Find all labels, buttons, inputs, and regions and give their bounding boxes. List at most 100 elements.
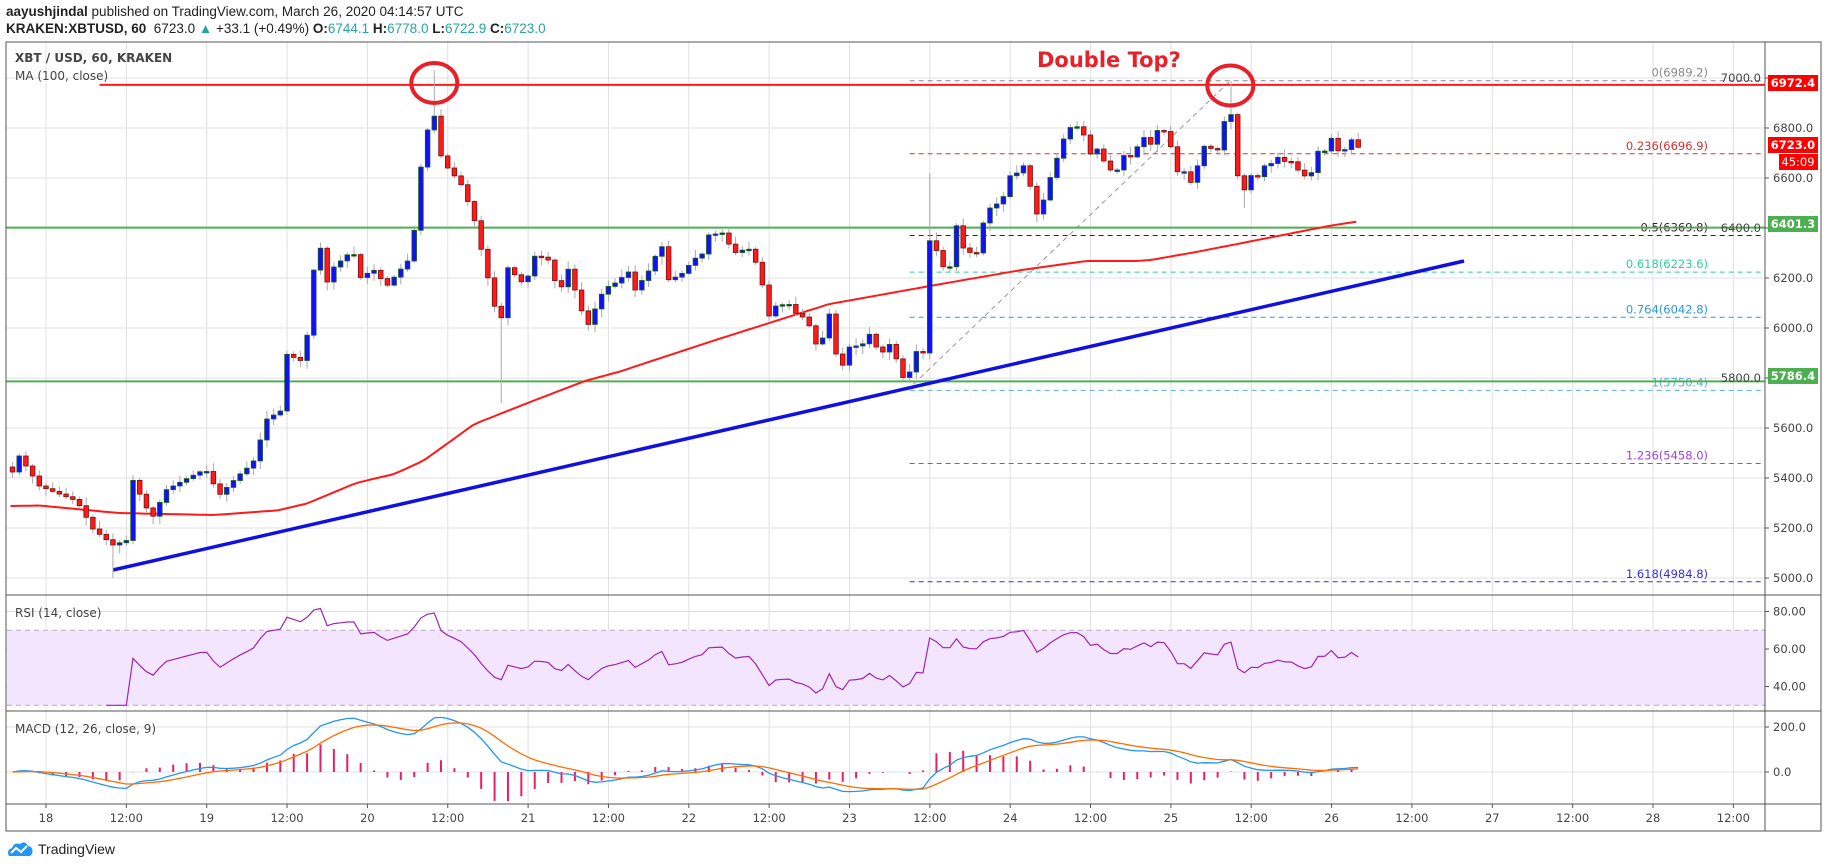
candle-up — [645, 270, 652, 281]
candle-down — [1174, 146, 1181, 173]
fib-swing-line — [906, 80, 1231, 391]
candle-down — [813, 325, 819, 345]
candle-up — [1141, 137, 1147, 148]
candle-down — [9, 466, 16, 473]
candle-down — [465, 184, 471, 202]
candle-up — [853, 345, 859, 348]
candle-down — [451, 167, 458, 177]
close-value: 6723.0 — [504, 21, 546, 36]
up-triangle-icon: ▲ — [198, 21, 213, 36]
candle-up — [1054, 157, 1060, 178]
candle-down — [1127, 155, 1134, 158]
time-tick-label: 27 — [1485, 811, 1500, 825]
candle-down — [967, 247, 973, 253]
tradingview-logo[interactable]: TradingView — [6, 840, 115, 858]
candle-up — [706, 234, 712, 255]
open-value: 6744.1 — [327, 21, 370, 36]
candle-down — [1214, 148, 1221, 151]
candle-up — [337, 260, 344, 268]
candle-down — [96, 528, 103, 535]
candle-up — [987, 207, 993, 224]
candle-up — [1121, 155, 1127, 171]
candle-up — [284, 353, 290, 412]
candle-up — [980, 222, 986, 254]
candle-down — [1027, 165, 1033, 187]
rsi-legend: RSI (14, close) — [15, 606, 101, 620]
time-tick-label: 25 — [1164, 811, 1179, 825]
double-top-circle — [409, 61, 460, 105]
candle-up — [317, 247, 324, 271]
time-tick-label: 18 — [39, 811, 54, 825]
candle-up — [625, 271, 632, 278]
candle-up — [592, 308, 598, 325]
price-badges: 6972.4 6723.0 45:09 6401.3 5786.4 — [1768, 75, 1818, 384]
candle-up — [947, 266, 953, 269]
candle-up — [819, 337, 826, 345]
candle-down — [29, 465, 36, 477]
candle-down — [210, 471, 217, 485]
candle-down — [732, 243, 739, 253]
candle-down — [1355, 139, 1361, 148]
candle-up — [1020, 165, 1027, 174]
candle-up — [398, 268, 404, 278]
author-name[interactable]: aayushjindal — [6, 4, 88, 19]
macd-line — [12, 716, 1359, 793]
candle-down — [83, 505, 89, 518]
time-tick-label: 12:00 — [110, 811, 143, 825]
candle-up — [244, 467, 250, 475]
candle-down — [1301, 169, 1308, 177]
highlight-circles[interactable] — [409, 61, 1256, 108]
candle-up — [739, 249, 745, 253]
trendline[interactable] — [112, 259, 1465, 572]
time-tick-label: 20 — [360, 811, 375, 825]
candle-up — [190, 474, 196, 480]
price-tick-label: 5800.0 — [1721, 371, 1761, 385]
candle-down — [880, 346, 886, 353]
candle-up — [886, 343, 893, 353]
candle-up — [532, 255, 538, 277]
candle-down — [578, 289, 585, 312]
candle-down — [110, 539, 116, 546]
candle-down — [973, 252, 980, 255]
price-tick-label: 5200.0 — [1773, 521, 1813, 535]
fib-retracement[interactable]: 0(6989.2)0.236(6696.9)0.5(6369.8)0.618(6… — [906, 66, 1765, 583]
time-tick-label: 12:00 — [913, 811, 946, 825]
candle-up — [692, 257, 699, 266]
candle-up — [712, 233, 719, 236]
logo-text: TradingView — [38, 841, 116, 857]
price-tick-label: 7000.0 — [1721, 71, 1761, 85]
time-tick-label: 12:00 — [270, 811, 303, 825]
horizontal-levels[interactable] — [6, 83, 1765, 383]
candle-down — [1087, 134, 1094, 155]
candle-down — [1081, 126, 1087, 136]
chart-frame — [5, 41, 1822, 832]
candle-up — [612, 282, 618, 287]
candle-up — [404, 260, 411, 270]
candle-up — [391, 276, 397, 286]
candle-up — [1275, 156, 1281, 164]
candle-down — [572, 268, 578, 291]
candle-up — [311, 269, 317, 336]
support-upper-badge: 6401.3 — [1771, 217, 1815, 231]
price-tick-label: 5400.0 — [1773, 471, 1813, 485]
double-top-circle — [1205, 63, 1256, 108]
candle-up — [123, 540, 130, 544]
time-tick-label: 12:00 — [753, 811, 786, 825]
time-tick-label: 12:00 — [592, 811, 625, 825]
time-tick-label: 24 — [1003, 811, 1018, 825]
candle-up — [1014, 172, 1020, 177]
candle-up — [1221, 121, 1228, 151]
candle-up — [505, 267, 511, 319]
candle-up — [197, 471, 203, 476]
candle-down — [766, 284, 772, 317]
double-top-annotation[interactable]: Double Top? — [1037, 48, 1181, 72]
candle-up — [605, 286, 612, 295]
candle-down — [485, 248, 491, 279]
time-tick-label: 19 — [199, 811, 214, 825]
candle-down — [1288, 160, 1294, 164]
price-change: +33.1 (+0.49%) — [216, 21, 310, 36]
candle-down — [840, 353, 846, 366]
candle-down — [471, 201, 478, 222]
candle-down — [23, 455, 29, 467]
